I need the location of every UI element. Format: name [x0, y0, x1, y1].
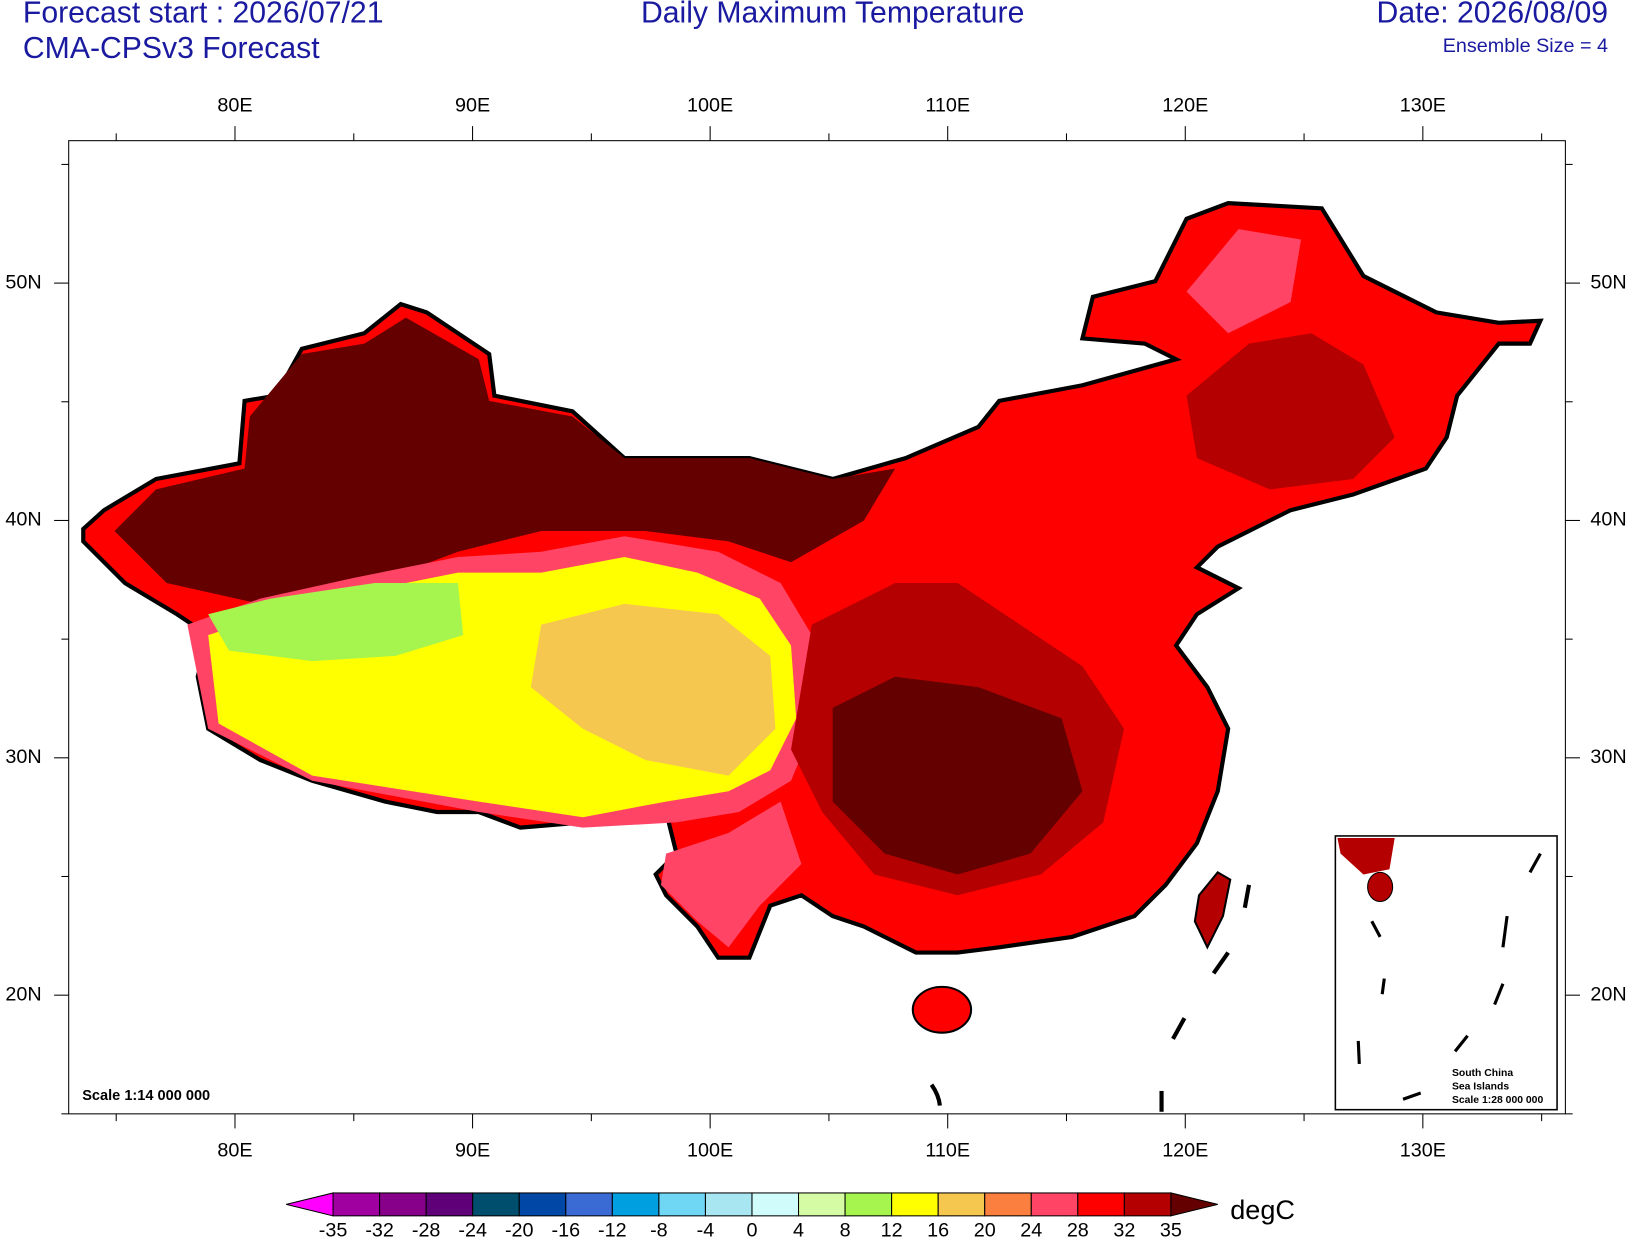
colorbar-under [286, 1192, 334, 1217]
colorbar-label: 24 [1020, 1220, 1042, 1241]
lat-tick-label: 40N [1590, 509, 1626, 531]
inset-label: Sea Islands [1452, 1082, 1509, 1093]
colorbar-box [611, 1192, 660, 1217]
colorbar-box [658, 1192, 706, 1217]
colorbar-box [425, 1192, 474, 1217]
tibet-green [208, 583, 464, 662]
colorbar-label: -28 [412, 1220, 441, 1241]
colorbar-box [751, 1192, 800, 1217]
colorbar-label: 32 [1113, 1220, 1135, 1241]
colorbar-label: -16 [552, 1220, 581, 1241]
northeast-hot [1186, 333, 1395, 490]
colorbar-over [1170, 1192, 1218, 1217]
taiwan [1193, 871, 1232, 950]
colorbar-label: 0 [746, 1220, 757, 1241]
map-frame [68, 140, 1566, 1115]
lat-tick-label: 50N [5, 271, 41, 293]
date: Date: 2026/08/09 [1377, 0, 1609, 30]
nine-dash-line [929, 884, 1252, 1112]
colorbar-label: 35 [1160, 1220, 1182, 1241]
lon-tick-label: 130E [1400, 1140, 1446, 1162]
forecast-start: Forecast start : 2026/07/21 [23, 0, 384, 30]
colorbar-label: -20 [505, 1220, 534, 1241]
colorbar-box [332, 1192, 381, 1217]
colorbar-label: 8 [840, 1220, 851, 1241]
colorbar: -35 -32 -28 -24 -20 -16 -12 -8 -4 0 4 8 12 16 20 24 28 32… [286, 1192, 1295, 1241]
lon-tick-label: 120E [1162, 1140, 1208, 1162]
colorbar-label: 12 [881, 1220, 903, 1241]
lon-tick-label: 100E [687, 95, 733, 117]
inset-label: Scale 1:28 000 000 [1452, 1095, 1544, 1106]
lat-tick-label: 40N [5, 509, 41, 531]
colorbar-box [379, 1192, 427, 1217]
colorbar-label: -32 [365, 1220, 394, 1241]
tibet-orange [530, 603, 776, 776]
colorbar-box [518, 1192, 567, 1217]
lat-tick-label: 30N [5, 746, 41, 768]
lon-tick-label: 120E [1162, 95, 1208, 117]
inset: South China Sea Islands Scale 1:28 000 0… [1334, 835, 1558, 1111]
colorbar-label: 4 [793, 1220, 804, 1241]
colorbar-label: -24 [458, 1220, 487, 1241]
colorbar-label: 16 [927, 1220, 949, 1241]
axes: 80E 80E 90E 90E 100E 100E 110E 110E 120E 120E 130E… [5, 95, 1626, 1162]
lat-tick-label: 20N [5, 983, 41, 1005]
map-fill [81, 201, 1544, 1034]
northeast-pink [1186, 229, 1302, 334]
lat-tick-label: 50N [1590, 271, 1626, 293]
title: Daily Maximum Temperature [641, 0, 1024, 30]
ensemble-size: Ensemble Size = 4 [1443, 35, 1608, 57]
model-name: CMA-CPSv3 Forecast [23, 32, 320, 65]
colorbar-label: 28 [1067, 1220, 1089, 1241]
lon-tick-label: 80E [217, 1140, 252, 1162]
lon-tick-label: 100E [687, 1140, 733, 1162]
colorbar-box [891, 1192, 939, 1217]
lat-tick-label: 30N [1590, 746, 1626, 768]
lon-tick-label: 80E [217, 95, 252, 117]
colorbar-unit: degC [1230, 1195, 1295, 1225]
lat-tick-label: 20N [1590, 983, 1626, 1005]
scale-note: Scale 1:14 000 000 [82, 1088, 210, 1104]
colorbar-box [565, 1192, 613, 1217]
inset-label: South China [1452, 1068, 1513, 1079]
southwest-pink [660, 801, 802, 948]
colorbar-label: -12 [598, 1220, 627, 1241]
lon-tick-label: 130E [1400, 95, 1446, 117]
colorbar-label: -35 [319, 1220, 348, 1241]
lon-tick-label: 90E [455, 95, 490, 117]
colorbar-box [984, 1192, 1032, 1217]
east-hot-2 [832, 676, 1083, 875]
colorbar-label: 20 [974, 1220, 996, 1241]
northwest-hot [114, 317, 896, 604]
lon-tick-label: 110E [925, 1140, 970, 1162]
lon-tick-label: 90E [455, 1140, 490, 1162]
colorbar-label: -4 [697, 1220, 715, 1241]
colorbar-box [844, 1192, 893, 1217]
hainan [911, 985, 973, 1034]
colorbar-box [937, 1192, 986, 1217]
colorbar-box [472, 1192, 520, 1217]
colorbar-box [1077, 1192, 1125, 1217]
colorbar-box [1030, 1192, 1079, 1217]
colorbar-label: -8 [650, 1220, 668, 1241]
colorbar-box [1123, 1192, 1172, 1217]
lon-tick-label: 110E [925, 95, 970, 117]
colorbar-box [704, 1192, 753, 1217]
colorbar-box [798, 1192, 846, 1217]
